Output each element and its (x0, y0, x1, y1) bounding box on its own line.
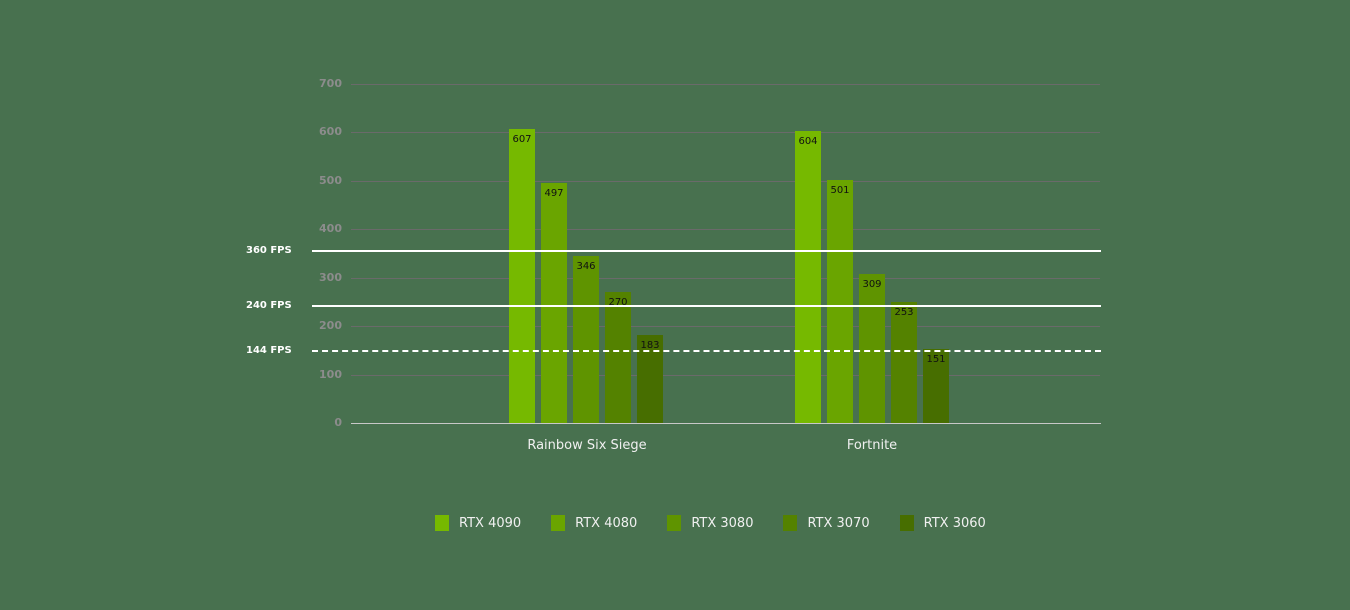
bar-value: 501 (830, 185, 850, 196)
gridline-300 (351, 278, 1100, 279)
ref-line-360fps (312, 250, 1101, 252)
legend-label: RTX 3060 (923, 515, 986, 531)
category-label-fortnite: Fortnite (846, 438, 898, 453)
bar-fortnite-rtx4090: 604 (795, 131, 821, 423)
bar-value: 270 (608, 297, 628, 308)
bar-fortnite-rtx3060: 151 (923, 349, 949, 423)
bar-value: 183 (640, 340, 660, 351)
gridline-700 (351, 84, 1100, 85)
gridline-600 (351, 132, 1100, 133)
gridline-100 (351, 375, 1100, 376)
ref-line-144fps (312, 350, 1101, 352)
legend-item-rtx3060: RTX 3060 (899, 515, 986, 531)
ref-line-240fps (312, 305, 1101, 307)
y-tick-label: 700 (319, 77, 342, 90)
y-tick-label: 600 (319, 125, 342, 138)
legend-item-rtx4090: RTX 4090 (435, 515, 521, 531)
legend-swatch (551, 515, 566, 531)
legend-label: RTX 3070 (807, 515, 870, 531)
legend-swatch (899, 515, 914, 531)
legend-item-rtx3070: RTX 3070 (783, 515, 870, 531)
bar-value: 253 (894, 307, 914, 318)
bar-r6-rtx3060: 183 (637, 335, 663, 423)
legend-swatch (667, 515, 682, 531)
gridline-500 (351, 181, 1100, 182)
gridline-200 (351, 326, 1100, 327)
legend-item-rtx4080: RTX 4080 (551, 515, 637, 531)
y-tick-label: 0 (334, 416, 342, 429)
bar-r6-rtx4090: 607 (509, 129, 535, 423)
bar-fortnite-rtx3070: 253 (891, 302, 917, 423)
legend-label: RTX 4090 (459, 515, 522, 531)
bar-value: 497 (544, 188, 564, 199)
bar-value: 309 (862, 279, 882, 290)
ref-label-360fps: 360 FPS (246, 245, 292, 256)
x-axis-line (351, 423, 1101, 424)
bar-value: 151 (926, 354, 946, 365)
y-tick-label: 300 (319, 271, 342, 284)
legend: RTX 4090 RTX 4080 RTX 3080 RTX 3070 RTX … (435, 515, 1016, 531)
bar-value: 346 (576, 261, 596, 272)
bar-r6-rtx4080: 497 (541, 183, 567, 423)
legend-label: RTX 3080 (691, 515, 754, 531)
bar-value: 607 (512, 134, 532, 145)
y-tick-label: 500 (319, 174, 342, 187)
legend-swatch (435, 515, 449, 531)
legend-item-rtx3080: RTX 3080 (667, 515, 753, 531)
y-tick-label: 100 (319, 368, 342, 381)
category-label-rainbow-six-siege: Rainbow Six Siege (527, 438, 647, 453)
bar-fortnite-rtx3080: 309 (859, 274, 885, 423)
bar-fortnite-rtx4080: 501 (827, 180, 853, 423)
ref-label-240fps: 240 FPS (246, 300, 292, 311)
y-tick-label: 200 (319, 319, 342, 332)
gridline-400 (351, 229, 1100, 230)
bar-r6-rtx3080: 346 (573, 256, 599, 423)
ref-label-144fps: 144 FPS (246, 345, 292, 356)
legend-swatch (783, 515, 798, 531)
legend-label: RTX 4080 (575, 515, 638, 531)
bar-r6-rtx3070: 270 (605, 292, 631, 423)
y-tick-label: 400 (319, 222, 342, 235)
bar-value: 604 (798, 136, 818, 147)
